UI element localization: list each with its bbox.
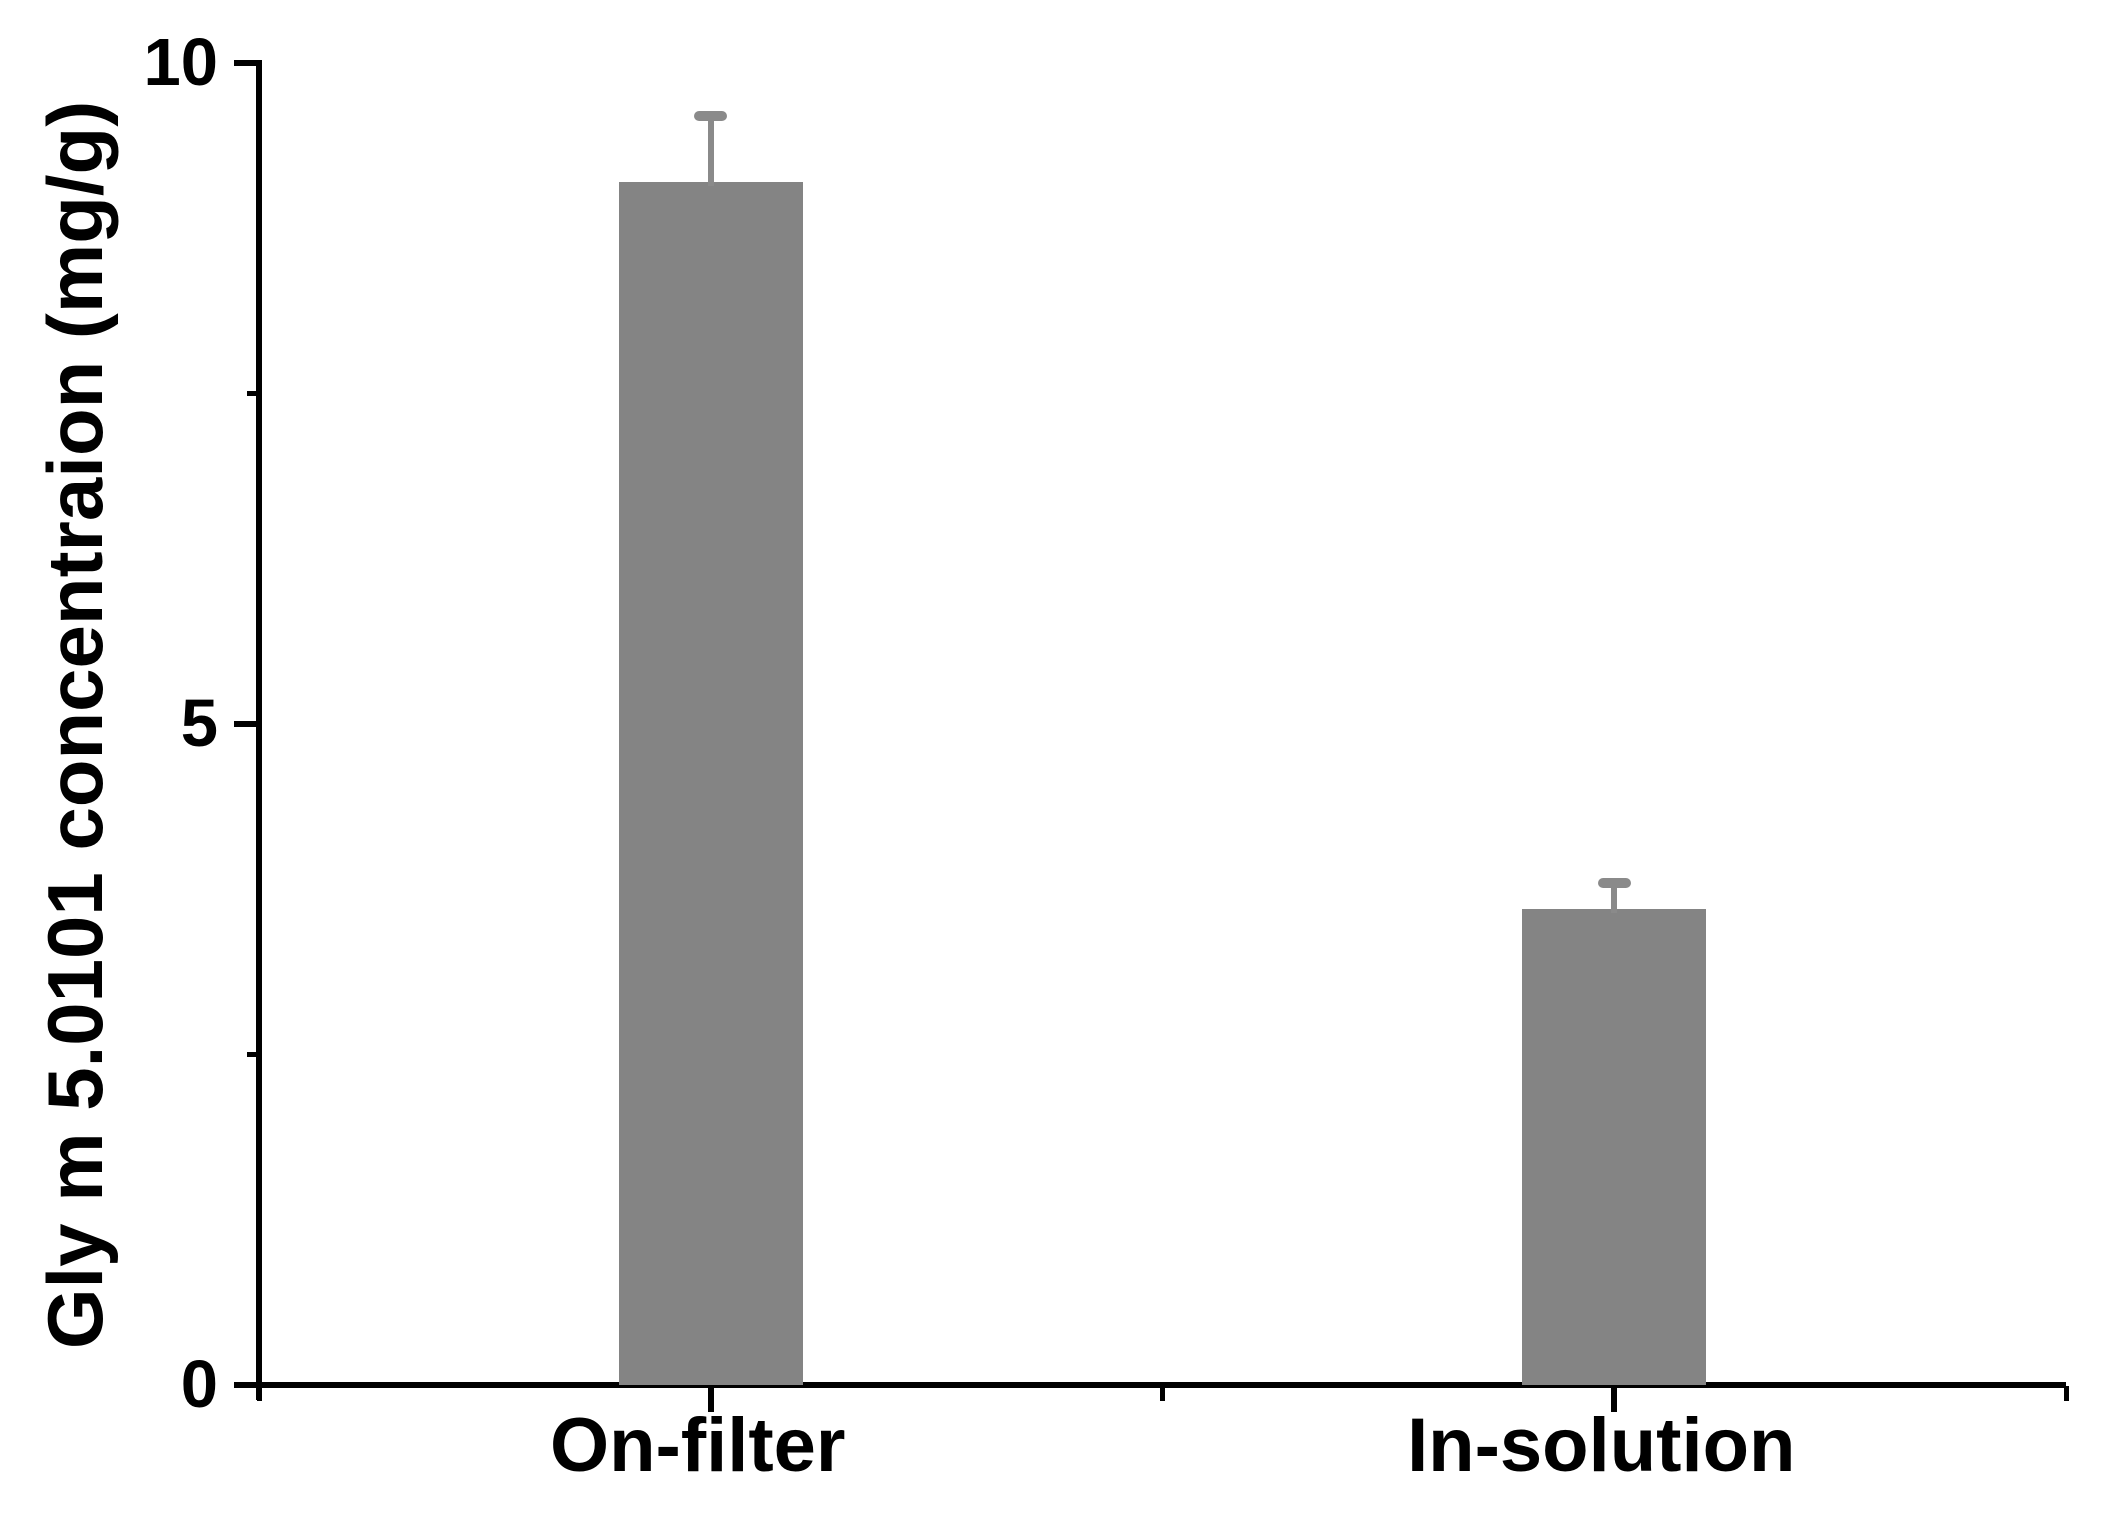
error-bar-stem — [707, 115, 714, 186]
error-bar-cap — [1597, 877, 1631, 888]
y-minor-tick — [247, 1052, 262, 1057]
y-tick-label: 5 — [180, 686, 218, 761]
bar — [618, 181, 803, 1385]
y-major-tick — [234, 60, 262, 66]
error-bar-stem — [1611, 882, 1618, 914]
y-tick-label: 10 — [143, 25, 218, 100]
bar — [1522, 909, 1707, 1385]
x-major-tick — [707, 1386, 714, 1412]
x-axis-line — [256, 1382, 2066, 1388]
y-tick-label: 0 — [180, 1347, 218, 1422]
y-major-tick — [234, 1382, 262, 1388]
y-major-tick — [234, 721, 262, 727]
error-bar-cap — [694, 110, 728, 121]
x-minor-tick — [1160, 1386, 1165, 1401]
x-minor-tick — [2063, 1386, 2069, 1401]
category-label: In-solution — [1407, 1403, 1796, 1488]
x-minor-tick — [256, 1386, 262, 1401]
y-axis-line — [256, 60, 262, 1400]
category-label: On-filter — [549, 1403, 846, 1488]
y-minor-tick — [247, 391, 262, 396]
x-major-tick — [1611, 1386, 1618, 1412]
